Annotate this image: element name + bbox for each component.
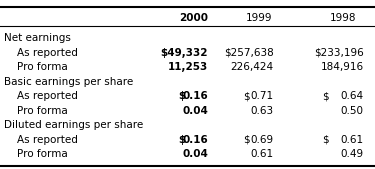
Text: Diluted earnings per share: Diluted earnings per share — [4, 120, 143, 130]
Text: Net earnings: Net earnings — [4, 33, 70, 43]
Text: $233,196: $233,196 — [314, 47, 364, 58]
Text: 0.71: 0.71 — [251, 91, 274, 101]
Text: $: $ — [243, 135, 250, 145]
Text: 2000: 2000 — [178, 13, 208, 23]
Text: As reported: As reported — [17, 135, 78, 145]
Text: 226,424: 226,424 — [231, 62, 274, 72]
Text: $: $ — [322, 91, 329, 101]
Text: 0.63: 0.63 — [251, 106, 274, 116]
Text: Pro forma: Pro forma — [17, 62, 68, 72]
Text: 0.04: 0.04 — [182, 149, 208, 159]
Text: Pro forma: Pro forma — [17, 149, 68, 159]
Text: 0.64: 0.64 — [340, 91, 364, 101]
Text: $: $ — [322, 135, 329, 145]
Text: 0.16: 0.16 — [182, 135, 208, 145]
Text: 1998: 1998 — [330, 13, 356, 23]
Text: $: $ — [178, 91, 185, 101]
Text: 0.61: 0.61 — [251, 149, 274, 159]
Text: Basic earnings per share: Basic earnings per share — [4, 77, 133, 87]
Text: As reported: As reported — [17, 91, 78, 101]
Text: 0.49: 0.49 — [340, 149, 364, 159]
Text: 0.50: 0.50 — [341, 106, 364, 116]
Text: $: $ — [178, 135, 185, 145]
Text: $257,638: $257,638 — [224, 47, 274, 58]
Text: $: $ — [243, 91, 250, 101]
Text: 0.61: 0.61 — [340, 135, 364, 145]
Text: 184,916: 184,916 — [321, 62, 364, 72]
Text: 0.16: 0.16 — [182, 91, 208, 101]
Text: 0.69: 0.69 — [251, 135, 274, 145]
Text: 0.04: 0.04 — [182, 106, 208, 116]
Text: $49,332: $49,332 — [160, 47, 208, 58]
Text: 1999: 1999 — [246, 13, 272, 23]
Text: 11,253: 11,253 — [168, 62, 208, 72]
Text: As reported: As reported — [17, 47, 78, 58]
Text: Pro forma: Pro forma — [17, 106, 68, 116]
